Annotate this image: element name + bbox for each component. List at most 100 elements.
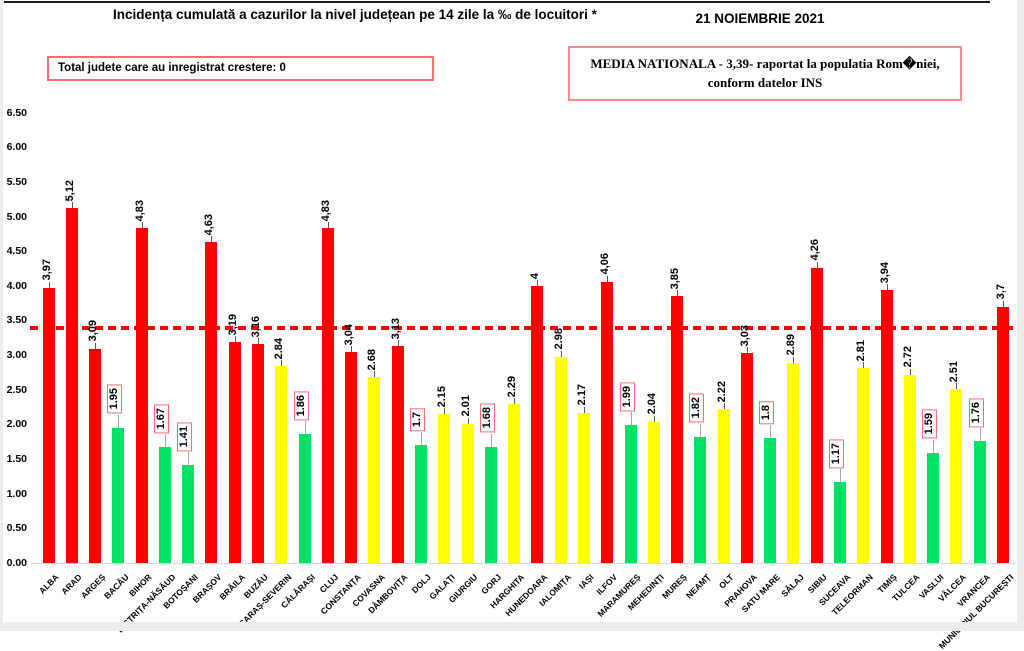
bar-arad — [65, 208, 78, 563]
bar-neamț — [694, 436, 707, 563]
bar-value-label-arad: 5,12 — [63, 179, 76, 202]
national-average-line — [30, 326, 1016, 331]
bar-label-leader-brașov — [211, 236, 213, 243]
bar-label-leader-botoșani — [188, 452, 190, 466]
y-axis-tick-3.50: 3.50 — [6, 314, 27, 327]
bar-label-leader-tulcea — [909, 368, 911, 375]
bar-value-label-vaslui: 1.59 — [922, 409, 938, 439]
bar-chart-plot-area: 0.00 0.50 1.00 1.50 2.00 2.50 3.00 3.50 4.00 4.50… — [6, 106, 1016, 651]
bar-value-label-alba: 3,97 — [40, 259, 53, 281]
bar-label-leader-bihor — [141, 222, 143, 229]
bar-olt — [717, 409, 730, 563]
bar-label-leader-constanța — [351, 346, 353, 353]
bar-sălaj — [787, 362, 800, 563]
bar-iași — [577, 412, 590, 563]
bar-label-leader-neamț — [700, 423, 702, 437]
y-axis-tick-0.00: 0.00 — [6, 557, 27, 569]
bar-dolj — [414, 445, 427, 563]
bar-value-label-caraș-severin: 2.84 — [273, 337, 286, 360]
bar-value-label-covasna: 2.68 — [366, 348, 379, 371]
y-axis-tick-4.00: 4.00 — [6, 279, 27, 292]
bar-argeș — [89, 348, 102, 563]
bar-dâmbovița — [391, 346, 404, 563]
page-edge-right — [1017, 0, 1024, 631]
bar-bacău — [112, 427, 125, 563]
bar-călărași — [298, 434, 311, 563]
bar-buzău — [252, 344, 265, 563]
bar-label-leader-olt — [723, 403, 725, 410]
bar-label-leader-arad — [71, 202, 73, 209]
y-axis-tick-6.00: 6.00 — [6, 141, 27, 154]
bar-label-leader-bistrița-năsăud — [164, 434, 166, 448]
bar-value-label-bistrița-năsăud: 1.67 — [153, 403, 169, 434]
bar-value-label-buzău: 3,16 — [250, 315, 263, 338]
bar-vâlcea — [950, 389, 963, 563]
bar-label-leader-giurgiu — [467, 417, 469, 424]
bar-gorj — [484, 446, 497, 563]
bar-value-label-tulcea: 2.72 — [901, 346, 914, 368]
bar-label-leader-municipiul-bucurești — [1002, 300, 1004, 307]
bar-value-label-galați: 2.15 — [436, 385, 449, 408]
x-axis-label-alba: ALBA — [36, 572, 61, 596]
bar-covasna — [368, 377, 381, 563]
bar-value-label-dolj: 1.7 — [409, 407, 425, 432]
bar-label-leader-mehedinți — [653, 415, 655, 422]
bar-label-leader-hunedoara — [537, 279, 539, 286]
bar-label-leader-maramureș — [630, 412, 632, 426]
bar-caraș-severin — [275, 366, 288, 563]
bar-brașov — [205, 242, 218, 563]
bar-value-label-iași: 2.17 — [575, 384, 588, 406]
bar-value-label-constanța: 3,04 — [343, 323, 356, 346]
bar-value-label-sălaj: 2.89 — [785, 334, 798, 356]
bar-teleorman — [857, 368, 870, 563]
bar-sibiu — [810, 267, 823, 563]
bar-label-leader-galați — [444, 408, 446, 415]
bar-value-label-vrancea: 1.76 — [968, 397, 984, 428]
bar-label-leader-ilfov — [607, 275, 609, 282]
y-axis-tick-4.50: 4.50 — [6, 245, 27, 258]
bar-mehedinți — [647, 421, 660, 563]
bar-label-leader-caraș-severin — [281, 360, 283, 367]
y-axis-tick-5.00: 5.00 — [6, 210, 27, 223]
report-date: 21 NOIEMBRIE 2021 — [695, 11, 825, 26]
bar-brăila — [228, 341, 241, 563]
bar-constanța — [345, 352, 358, 563]
chart-title: Incidența cumulată a cazurilor la nivel … — [113, 7, 597, 22]
bar-value-label-gorj: 1.68 — [479, 403, 495, 433]
national-average-line2: conform datelor INS — [707, 74, 823, 90]
y-axis-tick-6.50: 6.50 — [6, 106, 27, 119]
national-average-box: MEDIA NATIONALA - 3,39- raportat la popu… — [568, 46, 962, 101]
bar-bihor — [135, 228, 148, 563]
bar-value-label-ilfov: 4,06 — [599, 253, 612, 275]
bar-value-label-vâlcea: 2.51 — [948, 360, 961, 383]
bar-label-leader-iași — [583, 406, 585, 413]
bar-ilfov — [601, 281, 614, 563]
bar-label-leader-buzău — [258, 338, 260, 345]
y-axis-tick-2.50: 2.50 — [6, 383, 27, 396]
bar-value-label-mehedinți: 2.04 — [645, 393, 658, 415]
bar-alba — [42, 287, 55, 563]
x-axis-label-neamț: NEAMȚ — [683, 572, 713, 601]
bar-label-leader-dâmbovița — [397, 340, 399, 347]
bar-label-leader-cluj — [327, 222, 329, 229]
y-axis-tick-0.50: 0.50 — [6, 522, 27, 535]
y-axis-tick-2.00: 2.00 — [6, 418, 27, 431]
bar-suceava — [834, 481, 847, 563]
bar-value-label-mureș: 3,85 — [669, 267, 682, 290]
bar-label-leader-vaslui — [933, 439, 935, 453]
bar-value-label-harghita: 2.29 — [506, 375, 519, 398]
bar-label-leader-sălaj — [793, 356, 795, 363]
bar-label-leader-timiș — [886, 283, 888, 290]
bar-label-leader-mureș — [677, 290, 679, 297]
bar-label-leader-sibiu — [816, 261, 818, 268]
bar-value-label-maramureș: 1.99 — [619, 381, 635, 412]
bar-label-leader-alba — [48, 281, 50, 288]
bar-label-leader-vâlcea — [956, 383, 958, 390]
bar-hunedoara — [531, 285, 544, 563]
bar-value-label-cluj: 4,83 — [319, 199, 332, 222]
bar-botoșani — [182, 465, 195, 563]
bar-label-leader-prahova — [746, 347, 748, 354]
bar-bistrița-năsăud — [158, 447, 171, 563]
bar-maramureș — [624, 425, 637, 563]
bar-label-leader-covasna — [374, 371, 376, 378]
